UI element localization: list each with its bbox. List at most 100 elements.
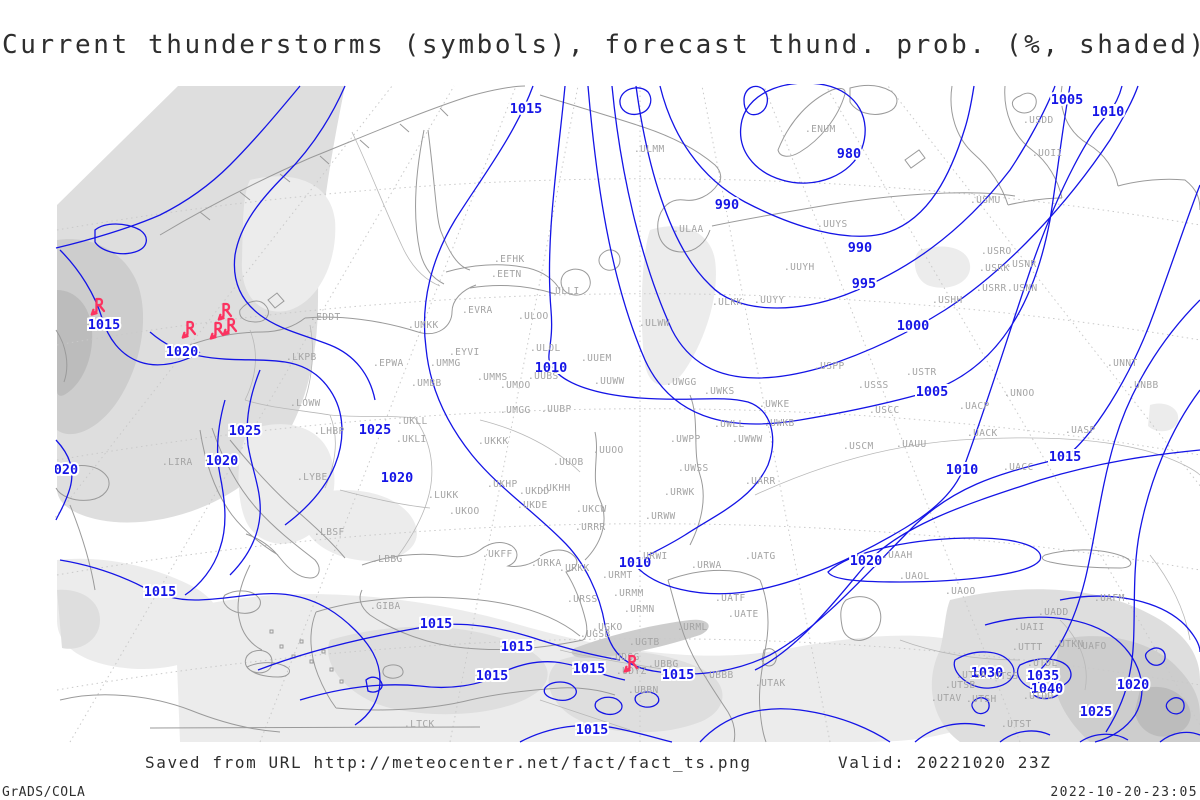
station-id-label: .UUYS bbox=[817, 219, 848, 230]
station-id-label: .UTSS bbox=[988, 671, 1019, 682]
saved-from-url-text: Saved from URL http://meteocenter.net/fa… bbox=[145, 753, 752, 772]
isobar-value-label: 980 bbox=[837, 146, 861, 162]
station-id-label: .ULLI bbox=[549, 286, 580, 297]
station-id-label: .UMKK bbox=[408, 320, 439, 331]
station-id-label: .UATF bbox=[715, 593, 746, 604]
country-borders bbox=[244, 131, 1200, 731]
station-id-label: .UWSS bbox=[678, 463, 709, 474]
station-id-label: .USNN bbox=[1007, 283, 1038, 294]
isobar-value-label: 1010 bbox=[1092, 104, 1125, 120]
station-id-label: .EYVI bbox=[449, 347, 480, 358]
isobar-value-label: 1020 bbox=[381, 470, 414, 486]
isobar-value-label: 1040 bbox=[1031, 681, 1064, 697]
station-id-label: .UKLL bbox=[397, 416, 428, 427]
station-id-label: .UMGG bbox=[500, 405, 531, 416]
station-id-label: .UWKE bbox=[759, 399, 790, 410]
station-id-label: .URWK bbox=[664, 487, 695, 498]
station-id-label: .UDSG bbox=[609, 652, 640, 663]
station-id-label: .EVRA bbox=[462, 305, 493, 316]
station-id-label: .UBBG bbox=[648, 659, 679, 670]
station-id-label: .USRO bbox=[981, 246, 1012, 257]
station-id-label: .URSS bbox=[567, 594, 598, 605]
station-id-label: .ULOL bbox=[530, 343, 561, 354]
station-label-layer: .ULMM .ULAA .ENUM .EFHK .EETN .ULLI .ULOO .ULOL… bbox=[162, 115, 1159, 730]
isobar-value-label: 1025 bbox=[1080, 704, 1113, 720]
station-id-label: .UUWW bbox=[594, 376, 625, 387]
station-id-label: .UASP bbox=[1065, 425, 1096, 436]
station-id-label: .URKK bbox=[559, 563, 590, 574]
station-id-label: .UTKN bbox=[1053, 639, 1084, 650]
station-id-label: .UAFO bbox=[1076, 641, 1107, 652]
isobar-value-label: 1015 bbox=[88, 317, 121, 333]
station-id-label: .UMBB bbox=[411, 378, 442, 389]
station-id-label: .LUKK bbox=[428, 490, 459, 501]
station-id-label: .UAII bbox=[1014, 622, 1045, 633]
station-id-label: .USDD bbox=[1023, 115, 1054, 126]
station-id-label: .EETN bbox=[491, 269, 522, 280]
isobar-value-label: 1015 bbox=[1049, 449, 1082, 465]
station-id-label: .USRK bbox=[979, 263, 1010, 274]
station-id-label: .UNBB bbox=[1128, 380, 1159, 391]
station-id-label: .LTCK bbox=[404, 719, 435, 730]
isobar-value-label: 1035 bbox=[1027, 668, 1060, 684]
station-id-label: .UACC bbox=[1003, 462, 1034, 473]
isobar-value-label: 1020 bbox=[166, 344, 199, 360]
station-id-label: .UTAV bbox=[931, 693, 962, 704]
station-id-label: .USNR bbox=[1006, 259, 1037, 270]
station-id-label: .UKKK bbox=[478, 436, 509, 447]
timestamp-text: 2022-10-20-23:05 bbox=[1050, 785, 1198, 800]
station-id-label: .UKCW bbox=[576, 504, 607, 515]
station-id-label: .URWA bbox=[691, 560, 722, 571]
station-id-label: .UMMS bbox=[477, 372, 508, 383]
station-id-label: .EDDT bbox=[310, 312, 341, 323]
station-id-label: .USRR bbox=[976, 283, 1007, 294]
station-id-label: .URML bbox=[677, 622, 708, 633]
isobar-value-label: 1015 bbox=[510, 101, 543, 117]
station-id-label: .URKA bbox=[531, 558, 562, 569]
isobar-value-label: 1025 bbox=[359, 422, 392, 438]
station-id-label: .URMN bbox=[624, 604, 655, 615]
station-id-label: .EPWA bbox=[373, 358, 404, 369]
station-id-label: .UTST bbox=[1001, 719, 1032, 730]
station-id-label: .LKPB bbox=[286, 352, 317, 363]
station-id-label: .UNOO bbox=[1004, 388, 1035, 399]
station-id-label: .USCM bbox=[843, 441, 874, 452]
isobar-value-label: 990 bbox=[848, 240, 872, 256]
station-id-label: .ULOO bbox=[518, 311, 549, 322]
isobar-value-label: 1010 bbox=[946, 462, 979, 478]
station-id-label: .ULWW bbox=[639, 318, 670, 329]
station-id-label: .USPP bbox=[814, 361, 845, 372]
station-id-label: .UKLI bbox=[396, 434, 427, 445]
station-id-label: .LOWW bbox=[290, 398, 321, 409]
station-id-label: .UAAH bbox=[882, 550, 913, 561]
station-id-label: .UTAK bbox=[755, 678, 786, 689]
station-id-label: .URMM bbox=[613, 588, 644, 599]
isobar-value-label: 1015 bbox=[420, 616, 453, 632]
station-id-label: .GIBA bbox=[370, 601, 401, 612]
isobar-value-label: 1015 bbox=[662, 667, 695, 683]
station-id-label: .URWW bbox=[645, 511, 676, 522]
station-id-label: .USMU bbox=[970, 195, 1001, 206]
station-id-label: .UTDD bbox=[1023, 691, 1054, 702]
station-id-label: .LYBE bbox=[297, 472, 328, 483]
station-id-label: .URMT bbox=[602, 570, 633, 581]
isobar-value-label: 1010 bbox=[619, 555, 652, 571]
station-id-label: .UWGG bbox=[666, 377, 697, 388]
isobar-value-label: 1015 bbox=[144, 584, 177, 600]
station-id-label: .LBSF bbox=[314, 527, 345, 538]
isobar-value-label: 1020 bbox=[206, 453, 239, 469]
station-id-label: .UUOB bbox=[553, 457, 584, 468]
station-id-label: .UADD bbox=[1038, 607, 1069, 618]
station-id-label: .UAUU bbox=[896, 439, 927, 450]
station-id-label: .URWI bbox=[637, 551, 668, 562]
station-id-label: .UWKS bbox=[704, 386, 735, 397]
station-id-label: .UKOO bbox=[449, 506, 480, 517]
isobar-value-label: 020 bbox=[54, 462, 78, 478]
station-id-label: .USCC bbox=[869, 405, 900, 416]
station-id-label: .ULMM bbox=[634, 144, 665, 155]
station-id-label: .UTSB bbox=[945, 680, 976, 691]
isobars bbox=[55, 84, 1200, 743]
station-id-label: .UWKB bbox=[764, 418, 795, 429]
station-id-label: .UATG bbox=[745, 551, 776, 562]
